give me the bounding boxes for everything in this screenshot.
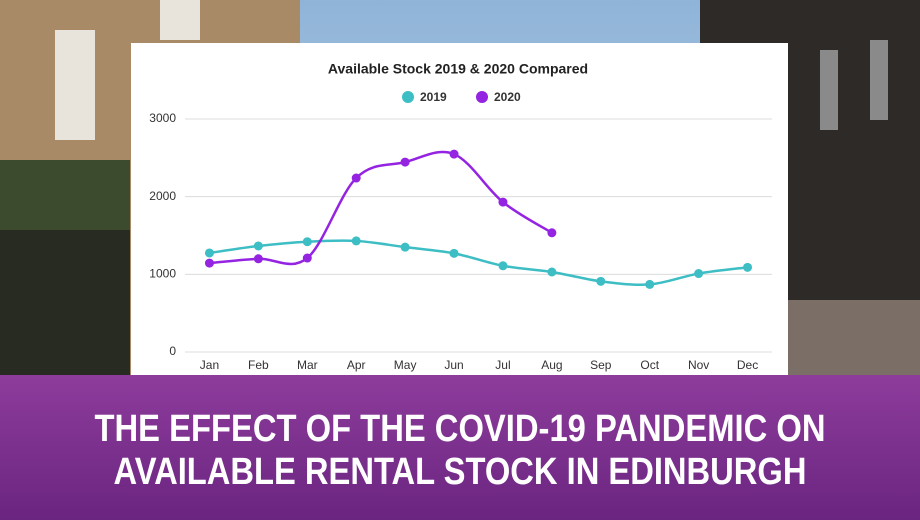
data-point: [498, 261, 508, 271]
data-point: [449, 149, 459, 159]
data-point: [351, 236, 361, 246]
x-tick-label: Feb: [248, 358, 269, 372]
chart: Available Stock 2019 & 2020 Compared 0 10…: [149, 61, 772, 372]
data-point: [351, 173, 361, 183]
data-point: [302, 253, 312, 263]
x-tick-label: Jan: [200, 358, 219, 372]
data-point: [743, 262, 753, 272]
chart-title: Available Stock 2019 & 2020 Compared: [328, 61, 588, 77]
data-point: [253, 254, 263, 264]
data-point: [498, 197, 508, 207]
x-tick-label: Mar: [297, 358, 318, 372]
x-tick-label: Aug: [541, 358, 562, 372]
y-tick-label: 3000: [149, 111, 176, 125]
data-point: [253, 241, 263, 251]
banner: [0, 375, 920, 520]
data-point: [547, 228, 557, 238]
legend-marker: [476, 91, 488, 103]
y-tick-label: 1000: [149, 267, 176, 281]
x-tick-label: May: [394, 358, 417, 372]
legend-label: 2020: [494, 90, 521, 104]
series-line: [209, 150, 553, 266]
y-tick-label: 0: [169, 344, 176, 358]
data-point: [400, 242, 410, 252]
y-tick-label: 2000: [149, 189, 176, 203]
x-tick-label: Dec: [737, 358, 758, 372]
data-point: [449, 248, 459, 258]
banner-text: THE EFFECT OF THE COVID-19 PANDEMIC ONAV…: [95, 408, 826, 493]
data-point: [547, 267, 557, 277]
x-tick-label: Jul: [495, 358, 510, 372]
x-tick-label: Apr: [347, 358, 366, 372]
legend-label: 2019: [420, 90, 447, 104]
x-tick-label: Jun: [444, 358, 463, 372]
chart-panel: [131, 43, 788, 388]
headline-line: THE EFFECT OF THE COVID-19 PANDEMIC ON: [95, 408, 826, 450]
data-point: [645, 279, 655, 289]
data-point: [302, 237, 312, 247]
headline-line: AVAILABLE RENTAL STOCK IN EDINBURGH: [114, 451, 807, 493]
x-tick-label: Oct: [640, 358, 659, 372]
data-point: [204, 258, 214, 268]
x-tick-label: Nov: [688, 358, 709, 372]
x-tick-label: Sep: [590, 358, 612, 372]
data-point: [694, 269, 704, 279]
data-point: [400, 157, 410, 167]
data-point: [204, 248, 214, 258]
data-point: [596, 276, 606, 286]
legend-marker: [402, 91, 414, 103]
